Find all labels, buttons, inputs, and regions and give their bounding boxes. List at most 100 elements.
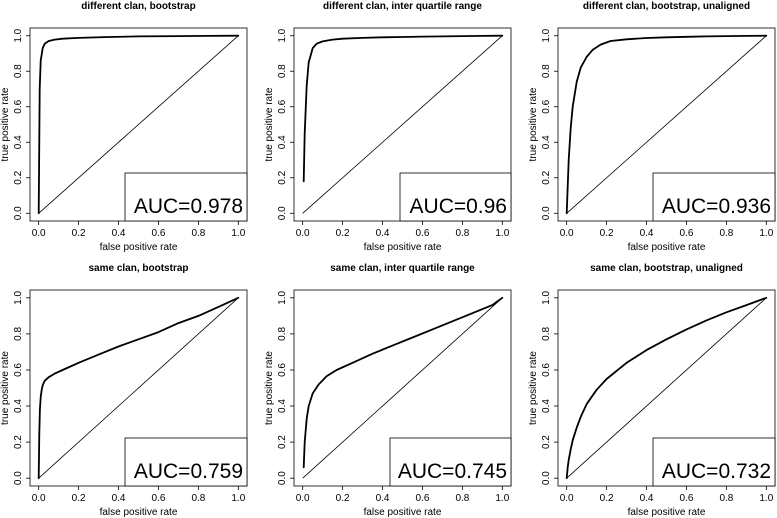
roc-panel-6: same clan, bootstrap, unaligned 0.0 0.2 0.4…: [528, 263, 776, 518]
x-tick-label: 0.6: [152, 493, 166, 504]
y-tick-label: 0.4: [277, 135, 288, 149]
y-tick-label: 0.0: [13, 206, 24, 220]
x-tick-label: 0.2: [600, 228, 614, 239]
auc-box: [652, 437, 776, 487]
x-tick-label: 1.0: [759, 228, 773, 239]
x-tick-label: 1.0: [495, 493, 509, 504]
roc-curve: [37, 296, 240, 480]
auc-box: [389, 437, 512, 487]
y-axis-label: true positive rate: [0, 351, 11, 425]
x-tick-label: 0.4: [112, 493, 126, 504]
diagonal-reference-line: [302, 297, 503, 479]
y-tick-label: 1.0: [541, 290, 552, 304]
x-tick-label: 0.8: [455, 228, 469, 239]
y-tick-label: 0.8: [541, 64, 552, 78]
auc-box: [652, 172, 776, 222]
y-tick-label: 1.0: [13, 28, 24, 42]
y-tick-label: 0.8: [13, 64, 24, 78]
y-tick-label: 1.0: [277, 28, 288, 42]
auc-label: AUC=0.978: [134, 195, 243, 218]
auc-label: AUC=0.732: [662, 460, 771, 483]
y-axis-label: true positive rate: [528, 351, 539, 425]
roc-curve: [565, 296, 768, 480]
y-tick-label: 0.2: [541, 170, 552, 184]
x-tick-label: 0.0: [560, 493, 574, 504]
y-tick-label: 0.6: [13, 363, 24, 377]
y-tick-label: 0.8: [277, 64, 288, 78]
y-tick-label: 0.6: [277, 99, 288, 113]
x-tick-label: 0.8: [191, 228, 205, 239]
x-axis-label: false positive rate: [628, 242, 706, 253]
y-tick-label: 0.0: [541, 471, 552, 485]
auc-box: [124, 437, 248, 487]
x-tick-label: 0.8: [455, 493, 469, 504]
x-tick-label: 0.8: [719, 228, 733, 239]
y-tick-label: 0.6: [541, 363, 552, 377]
roc-panel-2: different clan, inter quartile range 0.0 0…: [264, 1, 512, 253]
x-tick-label: 0.0: [296, 228, 310, 239]
x-axis-label: false positive rate: [100, 507, 178, 518]
x-tick-label: 0.4: [640, 228, 654, 239]
x-tick-label: 0.8: [719, 493, 733, 504]
y-tick-label: 0.2: [13, 170, 24, 184]
diagonal-reference-line: [38, 297, 239, 479]
y-tick-label: 0.2: [541, 435, 552, 449]
x-tick-label: 0.2: [336, 493, 350, 504]
x-tick-label: 0.2: [336, 228, 350, 239]
x-tick-label: 0.0: [560, 228, 574, 239]
y-tick-label: 0.4: [541, 399, 552, 413]
panel-title: different clan, inter quartile range: [323, 1, 482, 12]
y-axis-label: true positive rate: [528, 87, 539, 161]
x-tick-label: 1.0: [759, 493, 773, 504]
y-tick-label: 0.0: [277, 206, 288, 220]
roc-panel-4: same clan, bootstrap 0.0 0.2 0.4 0.6 0.8 1.0 0.…: [0, 263, 248, 518]
panel-title: same clan, inter quartile range: [330, 263, 475, 274]
y-tick-label: 1.0: [277, 290, 288, 304]
x-tick-label: 0.2: [72, 228, 86, 239]
roc-curve: [302, 34, 504, 183]
y-tick-label: 0.4: [13, 135, 24, 149]
x-tick-label: 0.8: [191, 493, 205, 504]
y-tick-label: 0.8: [13, 327, 24, 341]
x-tick-label: 0.2: [72, 493, 86, 504]
diagonal-reference-line: [566, 297, 767, 479]
y-axis-label: true positive rate: [0, 87, 11, 161]
x-tick-label: 0.6: [416, 228, 430, 239]
diagonal-reference-line: [302, 35, 503, 214]
x-tick-label: 0.6: [152, 228, 166, 239]
diagonal-reference-line: [38, 35, 239, 214]
roc-panel-3: different clan, bootstrap, unaligned 0.0 0…: [528, 1, 776, 253]
x-axis-label: false positive rate: [628, 507, 706, 518]
y-tick-label: 0.0: [13, 471, 24, 485]
roc-curve: [565, 34, 768, 215]
roc-panel-5: same clan, inter quartile range 0.0 0.2 0.4…: [264, 263, 512, 518]
roc-panel-1: different clan, bootstrap 0.0 0.2 0.4 0.6 0.8…: [0, 1, 248, 253]
x-axis-label: false positive rate: [364, 507, 442, 518]
x-tick-label: 0.0: [32, 228, 46, 239]
y-axis-label: true positive rate: [264, 87, 275, 161]
roc-curve: [302, 296, 504, 469]
y-tick-label: 0.4: [13, 399, 24, 413]
auc-box: [399, 172, 512, 222]
y-tick-label: 0.0: [277, 471, 288, 485]
panel-title: different clan, bootstrap, unaligned: [583, 1, 750, 12]
y-tick-label: 0.8: [541, 327, 552, 341]
x-axis-label: false positive rate: [100, 242, 178, 253]
x-tick-label: 1.0: [231, 493, 245, 504]
y-tick-label: 1.0: [13, 290, 24, 304]
diagonal-reference-line: [566, 35, 767, 214]
y-tick-label: 0.6: [541, 99, 552, 113]
panel-title: different clan, bootstrap: [81, 1, 195, 12]
auc-label: AUC=0.96: [410, 195, 507, 218]
y-tick-label: 0.2: [277, 170, 288, 184]
x-tick-label: 0.0: [32, 493, 46, 504]
y-tick-label: 0.2: [277, 435, 288, 449]
x-axis-label: false positive rate: [364, 242, 442, 253]
x-tick-label: 0.0: [296, 493, 310, 504]
roc-curve: [37, 34, 240, 215]
y-tick-label: 0.4: [277, 399, 288, 413]
y-axis-label: true positive rate: [264, 351, 275, 425]
panel-title: same clan, bootstrap: [88, 263, 188, 274]
auc-label: AUC=0.759: [134, 460, 243, 483]
